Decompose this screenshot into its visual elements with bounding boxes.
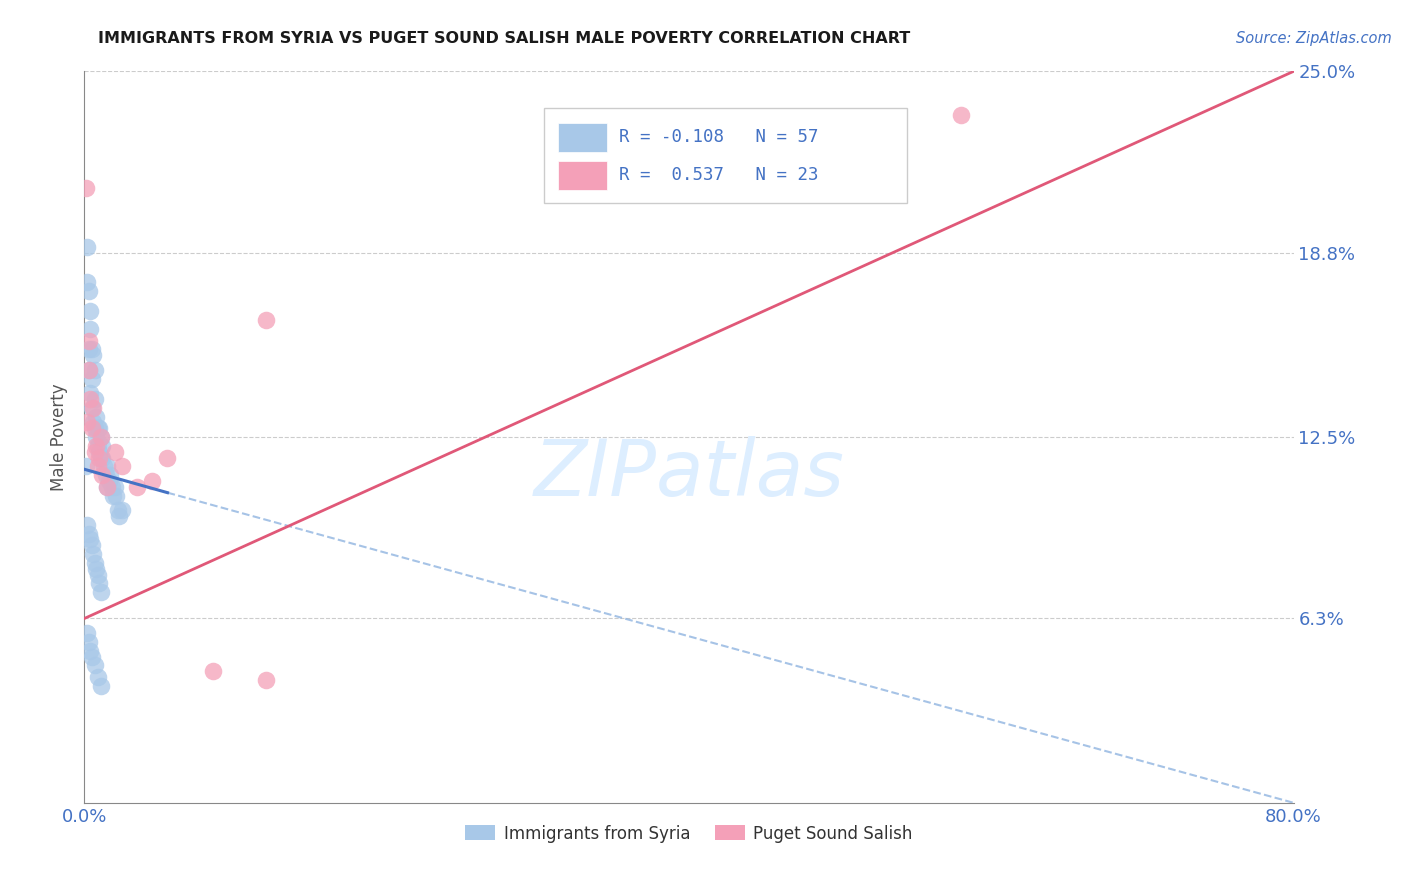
Legend: Immigrants from Syria, Puget Sound Salish: Immigrants from Syria, Puget Sound Salis… <box>458 818 920 849</box>
Point <box>82 547 104 561</box>
Point <box>90 450 112 465</box>
Point <box>80 538 103 552</box>
Point <box>82 401 104 415</box>
Point <box>75 459 97 474</box>
Point <box>87 567 110 582</box>
FancyBboxPatch shape <box>558 122 607 152</box>
Point <box>201 664 224 678</box>
Point <box>91 450 114 465</box>
Point <box>98 468 121 483</box>
Point <box>87 421 110 435</box>
Point <box>82 416 104 430</box>
Point <box>87 459 110 474</box>
Point <box>82 348 104 362</box>
Point <box>84 392 107 406</box>
Point <box>77 284 100 298</box>
Point <box>79 392 101 406</box>
Text: ZIPatlas: ZIPatlas <box>533 435 845 512</box>
Text: R =  0.537   N = 23: R = 0.537 N = 23 <box>619 166 818 185</box>
Point <box>111 503 134 517</box>
Point <box>89 450 111 465</box>
Point <box>97 474 120 488</box>
Point <box>104 480 127 494</box>
FancyBboxPatch shape <box>558 161 607 190</box>
Point <box>79 533 101 547</box>
Point <box>91 439 114 453</box>
Point <box>107 503 129 517</box>
Point <box>141 474 163 488</box>
Point <box>90 585 112 599</box>
Point <box>96 459 118 474</box>
Point <box>87 670 110 684</box>
Point <box>89 576 111 591</box>
Point <box>77 526 100 541</box>
Text: Source: ZipAtlas.com: Source: ZipAtlas.com <box>1236 31 1392 46</box>
Point <box>100 480 122 494</box>
Point <box>90 430 112 444</box>
Point <box>105 489 128 503</box>
FancyBboxPatch shape <box>544 108 907 203</box>
Point <box>87 439 110 453</box>
Point <box>77 635 100 649</box>
Text: R = -0.108   N = 57: R = -0.108 N = 57 <box>619 128 818 146</box>
Point <box>77 334 100 348</box>
Point <box>111 459 134 474</box>
Point <box>90 679 112 693</box>
Point <box>86 430 108 444</box>
Point <box>80 371 103 385</box>
Point <box>84 363 107 377</box>
Point <box>89 421 111 435</box>
Point <box>86 409 108 424</box>
Point <box>76 275 98 289</box>
Point <box>127 480 149 494</box>
Point <box>86 439 108 453</box>
Point <box>93 459 115 474</box>
Point <box>156 450 179 465</box>
Point <box>79 304 101 318</box>
Point <box>950 108 973 122</box>
Point <box>254 673 277 687</box>
Point <box>89 444 111 458</box>
Text: IMMIGRANTS FROM SYRIA VS PUGET SOUND SALISH MALE POVERTY CORRELATION CHART: IMMIGRANTS FROM SYRIA VS PUGET SOUND SAL… <box>98 31 911 46</box>
Point <box>77 343 100 357</box>
Point <box>77 363 100 377</box>
Point <box>104 444 127 458</box>
Point <box>91 468 114 483</box>
Point <box>77 363 100 377</box>
Point <box>96 480 118 494</box>
Point <box>79 386 101 401</box>
Point <box>94 468 117 483</box>
Point <box>84 444 107 458</box>
Point <box>80 421 103 435</box>
Point <box>90 430 112 444</box>
Point <box>80 649 103 664</box>
Point <box>96 480 118 494</box>
Point <box>79 643 101 657</box>
Point <box>101 489 124 503</box>
Point <box>108 509 131 524</box>
Point <box>76 517 98 532</box>
Point <box>254 313 277 327</box>
Point <box>86 562 108 576</box>
Point <box>76 240 98 254</box>
Point <box>84 556 107 570</box>
Point <box>79 322 101 336</box>
Point <box>80 343 103 357</box>
Point <box>84 658 107 673</box>
Y-axis label: Male Poverty: Male Poverty <box>51 384 69 491</box>
Point <box>75 181 97 195</box>
Point <box>80 401 103 415</box>
Point <box>76 416 98 430</box>
Point <box>84 421 107 435</box>
Point <box>76 626 98 640</box>
